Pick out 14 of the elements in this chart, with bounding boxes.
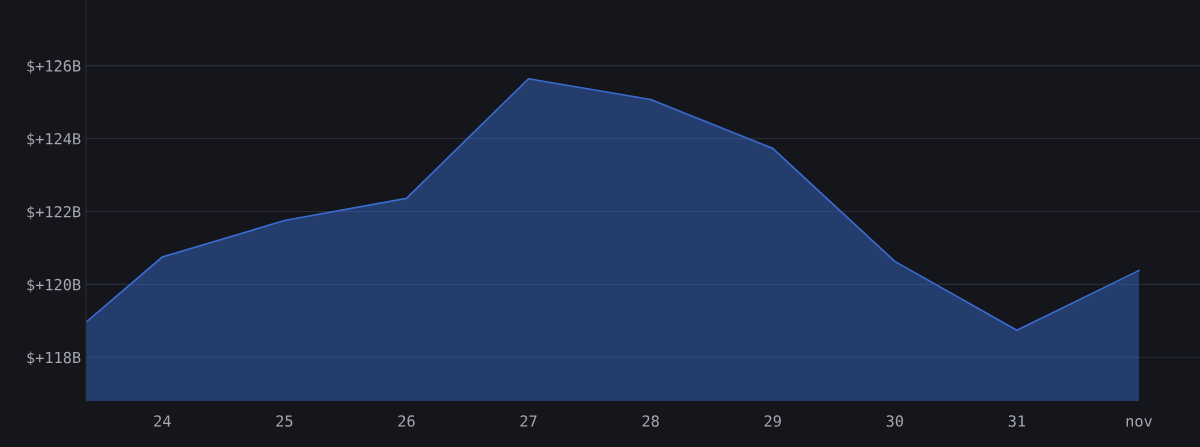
- x-tick-label: 27: [520, 415, 537, 427]
- y-tick-label: $+118B: [27, 351, 81, 366]
- x-tick-label: 25: [276, 415, 293, 427]
- x-tick-label: nov: [1126, 418, 1153, 427]
- x-tick-label: 31: [1008, 415, 1026, 427]
- x-tick-label: 30: [886, 415, 903, 427]
- x-tick-label: 24: [154, 415, 171, 427]
- y-tick-label: $+122B: [27, 205, 81, 220]
- y-tick-label: $+124B: [27, 132, 81, 147]
- y-tick-label: $+120B: [27, 278, 81, 293]
- x-tick-label: 26: [398, 415, 415, 427]
- y-tick-label: $+126B: [27, 59, 81, 74]
- x-tick-label: 29: [764, 415, 781, 427]
- x-tick-label: 28: [642, 415, 659, 427]
